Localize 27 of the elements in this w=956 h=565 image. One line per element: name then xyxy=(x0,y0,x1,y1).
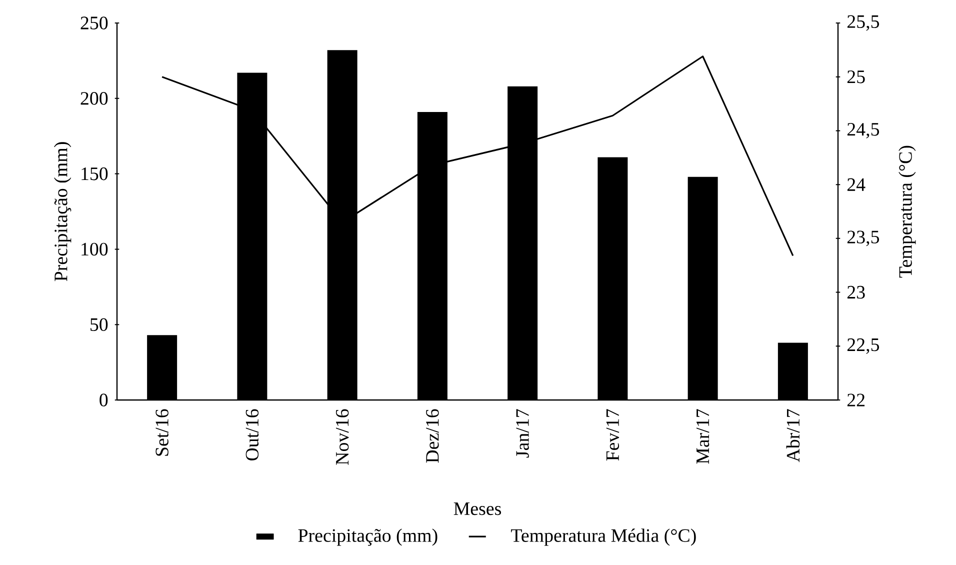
y2-tick-label: 25,5 xyxy=(847,15,880,31)
y-tick-label: 50 xyxy=(90,318,108,331)
x-tick-label: Jan/17 xyxy=(516,409,529,458)
x-tick-label: Nov/16 xyxy=(336,409,349,465)
y2-axis-title: Temperatura (°C) xyxy=(898,146,916,278)
y-tick-label: 100 xyxy=(82,242,108,256)
y-tick-label: 200 xyxy=(80,92,108,105)
y2-tick-label: 25 xyxy=(847,70,865,84)
y-tick-label: 250 xyxy=(80,16,108,30)
y2-tick-label: 24 xyxy=(847,178,866,191)
x-tick-label: Set/16 xyxy=(156,409,168,456)
x-tick-label: Dez/16 xyxy=(426,409,439,463)
y2-tick-label: 24,5 xyxy=(847,122,880,138)
x-tick-label: Out/16 xyxy=(246,409,259,460)
x-tick-label: Mar/17 xyxy=(696,409,710,464)
y2-tick-label: 23,5 xyxy=(847,230,880,246)
y-tick-label: 0 xyxy=(100,394,108,406)
y-tick-label: 150 xyxy=(82,167,108,180)
x-axis-title: Meses xyxy=(454,502,502,516)
x-tick-label: Fev/17 xyxy=(606,409,620,461)
y-axis-title: Precipitação (mm) xyxy=(54,142,72,282)
legend-label: Temperatura Média (°C) xyxy=(511,528,696,546)
y2-tick-label: 22 xyxy=(847,394,865,406)
x-tick-label: Abr/17 xyxy=(786,409,800,462)
y2-tick-label: 23 xyxy=(847,286,865,299)
legend-label: Precipitação (mm) xyxy=(298,528,438,546)
y2-tick-label: 22,5 xyxy=(847,338,880,354)
